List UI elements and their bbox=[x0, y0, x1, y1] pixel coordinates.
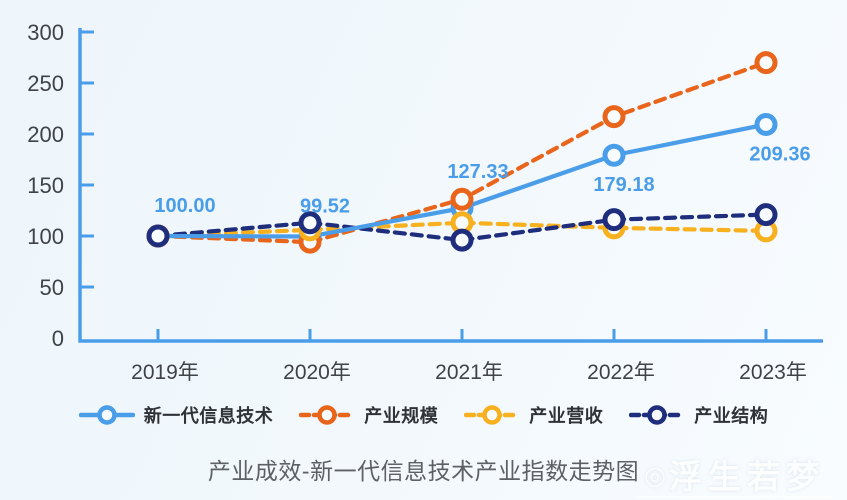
chart-legend: 新一代信息技术 产业规模 产业营收 产业结构 bbox=[0, 402, 847, 428]
y-axis-tick-label: 50 bbox=[40, 275, 64, 300]
x-axis-tick-label: 2020年 bbox=[283, 361, 351, 384]
legend-item-2: 产业营收 bbox=[464, 402, 603, 428]
data-point-marker bbox=[754, 51, 778, 75]
legend-label: 产业结构 bbox=[694, 406, 769, 426]
data-point-marker bbox=[298, 211, 322, 235]
legend-marker-icon bbox=[629, 405, 686, 425]
x-axis-tick-label: 2019年 bbox=[131, 361, 199, 384]
data-point-marker bbox=[450, 187, 474, 211]
watermark-logo-icon: ◎ bbox=[644, 462, 666, 490]
legend-label: 产业规模 bbox=[364, 406, 439, 426]
legend-item-0: 新一代信息技术 bbox=[78, 402, 274, 428]
chart-title: 产业成效-新一代信息技术产业指数走势图 bbox=[207, 458, 640, 484]
data-point-label: 127.33 bbox=[447, 161, 508, 183]
data-point-marker bbox=[146, 224, 170, 248]
y-axis-tick-label: 200 bbox=[27, 122, 64, 147]
watermark: ◎ 浮生若梦 bbox=[636, 460, 833, 498]
x-axis-tick-label: 2023年 bbox=[739, 361, 807, 384]
data-point-label: 99.52 bbox=[300, 195, 350, 217]
data-point-label: 209.36 bbox=[749, 143, 810, 165]
data-point-marker bbox=[602, 105, 626, 129]
watermark-text: 浮生若梦 bbox=[669, 457, 825, 496]
legend-item-1: 产业规模 bbox=[299, 402, 438, 428]
x-axis-tick-label: 2022年 bbox=[587, 361, 655, 384]
legend-item-3: 产业结构 bbox=[629, 402, 768, 428]
data-point-marker bbox=[450, 228, 474, 252]
data-point-marker bbox=[754, 203, 778, 227]
axis-frame bbox=[78, 28, 823, 343]
data-point-marker bbox=[602, 143, 626, 167]
line-chart-plot: 0 50 100 150 200 250 300 2019年 2020年 2021年 2022年 20… bbox=[27, 20, 823, 384]
legend-marker-icon bbox=[464, 405, 521, 425]
y-axis-tick-label: 100 bbox=[27, 224, 64, 249]
legend-label: 新一代信息技术 bbox=[143, 406, 274, 426]
x-axis-tick-label: 2021年 bbox=[435, 361, 503, 384]
legend-marker-icon bbox=[78, 405, 135, 425]
data-point-label: 179.18 bbox=[593, 174, 654, 196]
data-point-label: 100.00 bbox=[154, 195, 215, 217]
y-axis-tick-label: 0 bbox=[52, 326, 64, 351]
data-point-marker bbox=[602, 208, 626, 232]
y-axis-tick-label: 250 bbox=[27, 71, 64, 96]
legend-label: 产业营收 bbox=[529, 406, 604, 426]
y-axis-tick-label: 300 bbox=[27, 20, 64, 45]
y-axis-tick-label: 150 bbox=[27, 173, 64, 198]
legend-marker-icon bbox=[299, 405, 356, 425]
data-point-marker bbox=[754, 112, 778, 136]
